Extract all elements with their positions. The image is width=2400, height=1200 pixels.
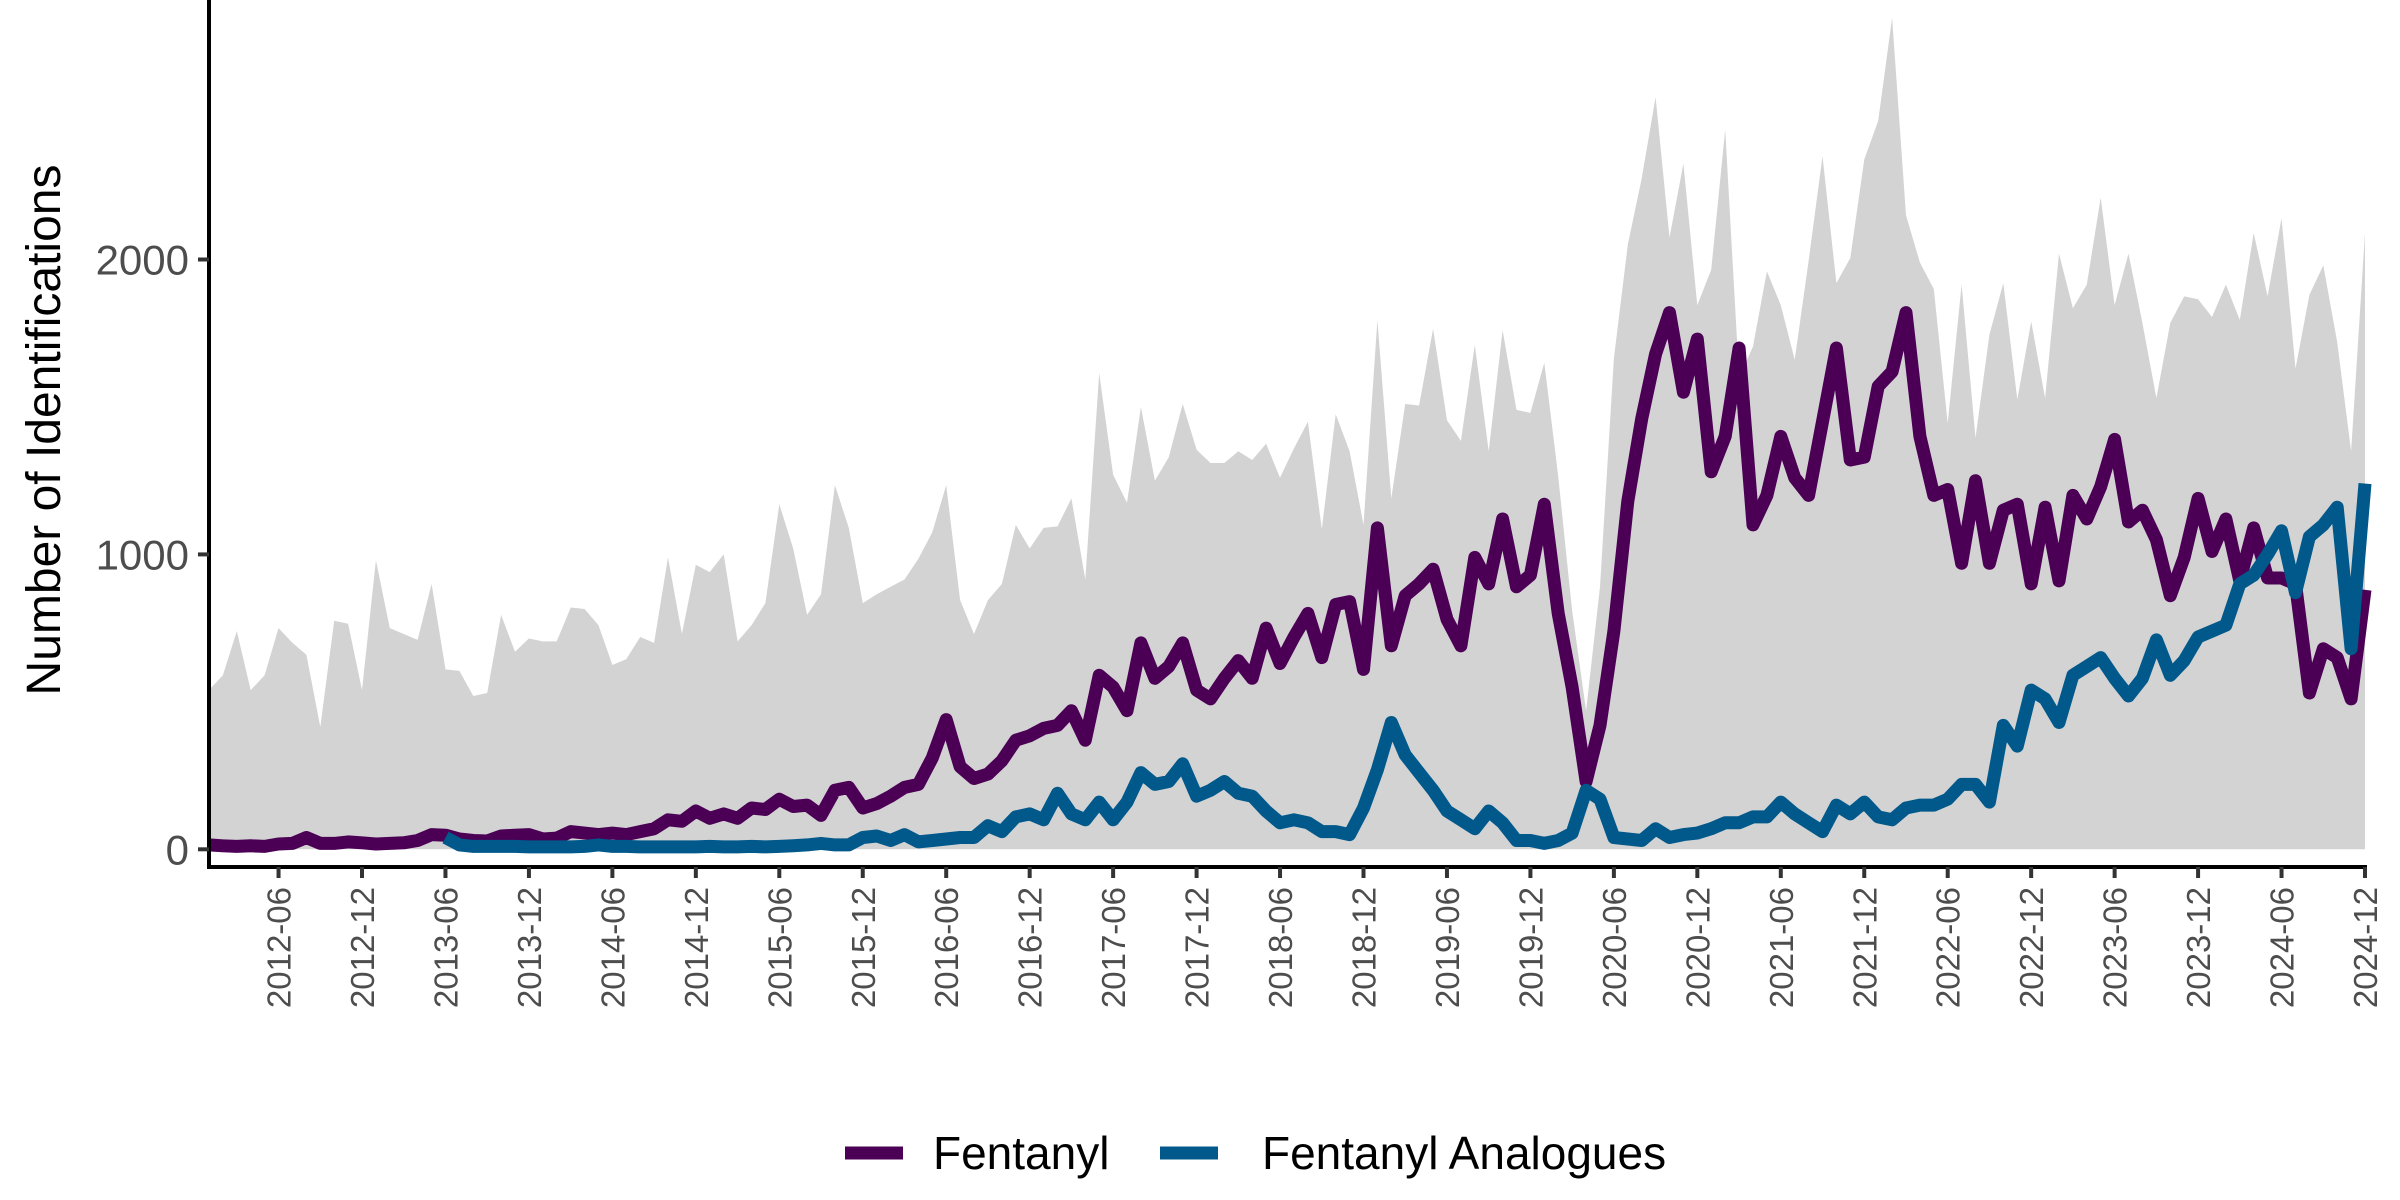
area-total (209, 17, 2365, 850)
legend-label: Fentanyl Analogues (1262, 1127, 1666, 1179)
x-tick-label: 2024-12 (2347, 887, 2384, 1008)
legend: Fentanyl Fentanyl Analogues (845, 1127, 1666, 1179)
x-tick-label: 2020-06 (1596, 887, 1633, 1008)
x-tick-label: 2023-06 (2097, 887, 2134, 1008)
x-tick-label: 2016-12 (1012, 887, 1049, 1008)
line-fentanyl-analogues (442, 483, 2372, 854)
x-tick-label: 2017-06 (1095, 887, 1132, 1008)
y-axis-title: Number of Identifications (18, 165, 71, 696)
y-tick-label: 2000 (96, 237, 189, 284)
y-tick-label: 1000 (96, 531, 189, 578)
x-tick-label: 2012-12 (344, 887, 381, 1008)
legend-item-fentanyl: Fentanyl (845, 1127, 1109, 1179)
x-tick-label: 2016-06 (928, 887, 965, 1008)
x-tick-label: 2018-12 (1346, 887, 1383, 1008)
legend-label: Fentanyl (933, 1127, 1109, 1179)
x-tick-label: 2017-12 (1179, 887, 1216, 1008)
x-tick-label: 2019-12 (1512, 887, 1549, 1008)
x-tick-label: 2013-06 (427, 887, 464, 1008)
x-tick-label: 2018-06 (1262, 887, 1299, 1008)
x-tick-label: 2014-12 (678, 887, 715, 1008)
plot-area (208, 17, 2372, 854)
legend-item-fentanyl-analogues: Fentanyl Analogues (1160, 1127, 1666, 1179)
x-tick-label: 2022-12 (2013, 887, 2050, 1008)
line-fentanyl (208, 306, 2372, 853)
x-axis-ticks: 2012-06 2012-12 2013-06 2013-12 2014-06 2014-… (261, 867, 2384, 1008)
x-tick-label: 2022-06 (1930, 887, 1967, 1008)
x-tick-label: 2015-06 (761, 887, 798, 1008)
x-tick-label: 2013-12 (511, 887, 548, 1008)
x-tick-label: 2012-06 (261, 887, 298, 1008)
y-tick-label: 0 (166, 826, 189, 873)
x-tick-label: 2020-12 (1679, 887, 1716, 1008)
y-axis-ticks: 0 1000 2000 (96, 237, 209, 873)
x-tick-label: 2015-12 (845, 887, 882, 1008)
x-tick-label: 2014-06 (594, 887, 631, 1008)
x-tick-label: 2023-12 (2180, 887, 2217, 1008)
x-tick-label: 2019-06 (1429, 887, 1466, 1008)
x-tick-label: 2021-12 (1846, 887, 1883, 1008)
x-tick-label: 2021-06 (1763, 887, 1800, 1008)
x-tick-label: 2024-06 (2264, 887, 2301, 1008)
